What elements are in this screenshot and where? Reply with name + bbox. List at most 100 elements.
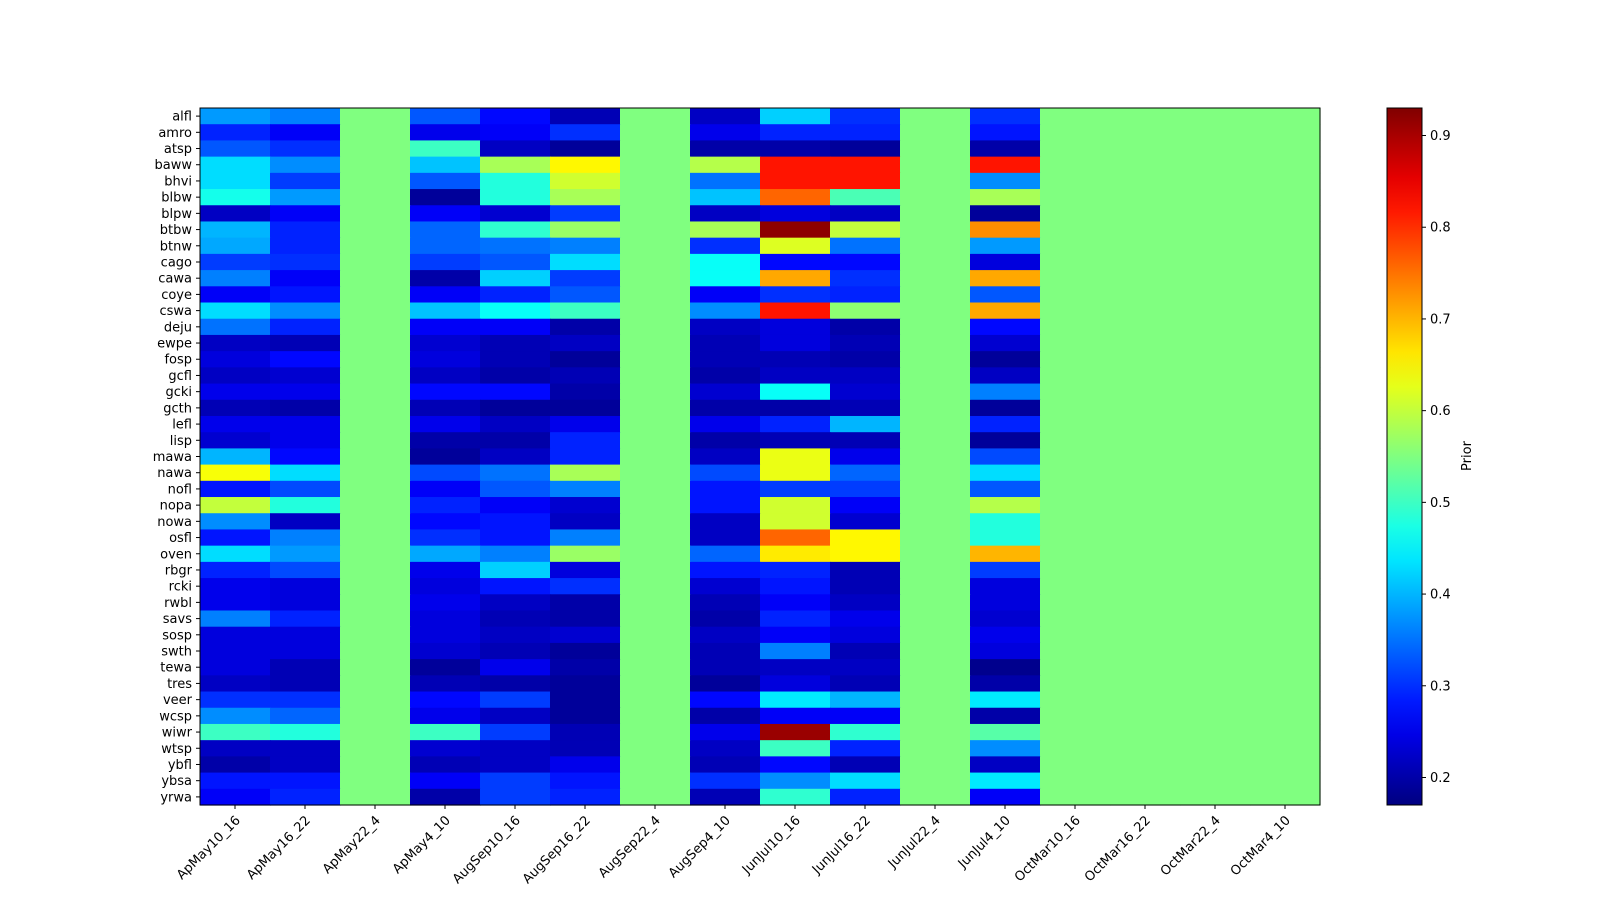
heatmap-cell: [270, 610, 341, 628]
heatmap-cell: [760, 189, 831, 206]
heatmap-cell: [970, 286, 1041, 304]
heatmap-cell: [1040, 578, 1111, 595]
heatmap-cell: [200, 464, 271, 482]
heatmap-cell: [410, 707, 481, 725]
heatmap-cell: [550, 561, 621, 579]
heatmap-cell: [410, 351, 481, 368]
heatmap-cell: [340, 594, 411, 612]
heatmap-cell: [200, 545, 271, 563]
heatmap-cell: [550, 205, 621, 223]
heatmap-cell: [340, 756, 411, 774]
heatmap-cell: [480, 772, 551, 790]
heatmap-cell: [900, 578, 971, 595]
heatmap-cell: [690, 756, 761, 774]
heatmap-cell: [830, 189, 901, 206]
heatmap-cell: [760, 448, 831, 466]
heatmap-cell: [900, 723, 971, 741]
heatmap-cell: [760, 740, 831, 757]
heatmap-cell: [1180, 432, 1251, 449]
heatmap-cell: [1250, 723, 1321, 741]
heatmap-cell: [900, 237, 971, 255]
heatmap-cell: [340, 399, 411, 417]
heatmap-cell: [690, 545, 761, 563]
heatmap-cell: [1180, 626, 1251, 644]
heatmap-cell: [900, 513, 971, 531]
heatmap-cell: [760, 318, 831, 336]
heatmap-cell: [200, 432, 271, 449]
heatmap-cell: [1110, 383, 1181, 401]
heatmap-cell: [1040, 756, 1111, 774]
heatmap-cell: [200, 788, 271, 806]
heatmap-cell: [270, 189, 341, 206]
heatmap-cell: [1250, 286, 1321, 304]
heatmap-cell: [690, 626, 761, 644]
heatmap-cell: [480, 302, 551, 320]
heatmap-cell: [1250, 205, 1321, 223]
heatmap-cell: [1110, 334, 1181, 352]
heatmap-cell: [550, 480, 621, 498]
heatmap-cell: [200, 772, 271, 790]
heatmap-cell: [620, 205, 691, 223]
heatmap-cell: [1180, 675, 1251, 693]
heatmap-cell: [970, 561, 1041, 579]
heatmap-cell: [970, 415, 1041, 433]
heatmap-cell: [480, 448, 551, 466]
heatmap-cell: [340, 253, 411, 271]
heatmap-cell: [970, 124, 1041, 142]
heatmap-cell: [970, 432, 1041, 449]
heatmap-cell: [340, 723, 411, 741]
heatmap-cell: [550, 448, 621, 466]
heatmap-cell: [340, 691, 411, 709]
heatmap-cell: [200, 221, 271, 239]
heatmap-cell: [760, 237, 831, 255]
heatmap-cell: [410, 253, 481, 271]
heatmap-cell: [550, 334, 621, 352]
y-tick-label: lisp: [170, 434, 192, 449]
x-axis: ApMay10_16 ApMay16_22 ApMay22_4 ApMay4_10Au…: [174, 805, 1294, 887]
heatmap-cell: [550, 772, 621, 790]
heatmap-cell: [760, 156, 831, 174]
colorbar-tick-label: 0.4: [1430, 588, 1451, 603]
heatmap-cell: [270, 156, 341, 174]
heatmap-cell: [1110, 707, 1181, 725]
heatmap-cell: [1180, 529, 1251, 547]
heatmap-cell: [410, 286, 481, 304]
heatmap-cell: [900, 415, 971, 433]
heatmap-cell: [270, 140, 341, 158]
heatmap-cell: [340, 529, 411, 547]
y-tick-label: nopa: [160, 499, 192, 514]
heatmap-cell: [200, 156, 271, 174]
heatmap-cell: [480, 415, 551, 433]
heatmap-cell: [1040, 286, 1111, 304]
heatmap-cell: [1180, 659, 1251, 676]
heatmap-cell: [690, 497, 761, 514]
x-tick-label: ApMay4_10: [390, 813, 454, 877]
heatmap-cell: [200, 334, 271, 352]
heatmap-cell: [830, 383, 901, 401]
colorbar-tick-label: 0.5: [1430, 496, 1451, 511]
heatmap-cell: [970, 189, 1041, 206]
heatmap-cell: [1110, 140, 1181, 158]
heatmap-cell: [1250, 578, 1321, 595]
heatmap-cell: [690, 480, 761, 498]
heatmap-cell: [830, 399, 901, 417]
heatmap-cell: [620, 561, 691, 579]
heatmap-cell: [900, 367, 971, 385]
y-tick-label: gcfl: [168, 369, 192, 384]
heatmap-cell: [900, 351, 971, 368]
heatmap-cell: [1250, 610, 1321, 628]
heatmap-cell: [410, 626, 481, 644]
heatmap-cell: [1110, 691, 1181, 709]
heatmap-cell: [760, 610, 831, 628]
heatmap-cell: [550, 399, 621, 417]
heatmap-cell: [410, 318, 481, 336]
heatmap-cell: [1250, 237, 1321, 255]
heatmap-cell: [410, 140, 481, 158]
y-tick-label: yrwa: [160, 790, 192, 805]
heatmap-cell: [480, 172, 551, 190]
heatmap-cell: [340, 513, 411, 531]
heatmap-cell: [620, 172, 691, 190]
heatmap-cell: [1040, 788, 1111, 806]
heatmap-cell: [690, 237, 761, 255]
heatmap-cell: [340, 302, 411, 320]
